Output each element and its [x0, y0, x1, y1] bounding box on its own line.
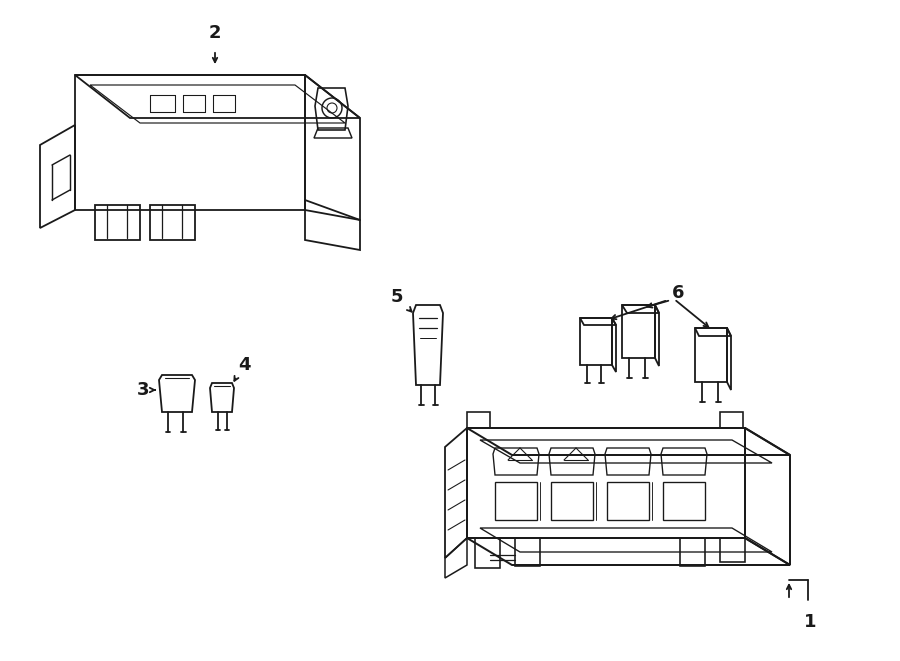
- Text: 4: 4: [238, 356, 250, 374]
- Text: 6: 6: [671, 284, 684, 302]
- Text: 3: 3: [137, 381, 149, 399]
- Text: 1: 1: [804, 613, 816, 631]
- Text: 5: 5: [391, 288, 403, 306]
- Text: 2: 2: [209, 24, 221, 42]
